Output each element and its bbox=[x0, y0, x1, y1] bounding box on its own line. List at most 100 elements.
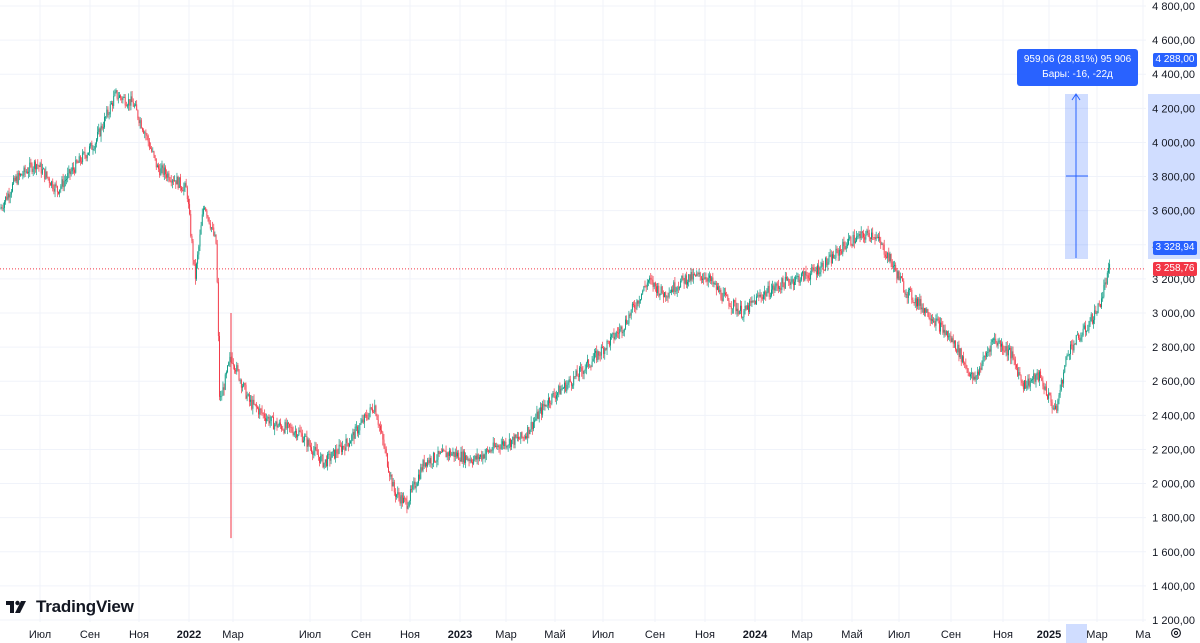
candle-body bbox=[1042, 380, 1044, 387]
candle-body bbox=[674, 282, 676, 292]
candle-body bbox=[469, 459, 471, 461]
candle-body bbox=[459, 460, 461, 462]
candle-body bbox=[662, 293, 664, 298]
candle-body bbox=[883, 244, 885, 255]
candle-body bbox=[4, 201, 5, 208]
candle-body bbox=[863, 232, 864, 238]
candle-body bbox=[15, 176, 17, 181]
candle-body bbox=[815, 270, 817, 275]
candle-body bbox=[416, 483, 418, 486]
candle-body bbox=[993, 338, 994, 340]
candle-body bbox=[359, 424, 361, 431]
candle-body bbox=[224, 374, 226, 390]
candle-body bbox=[206, 210, 208, 216]
candle-body bbox=[428, 460, 430, 463]
x-tick-label: Ноя bbox=[129, 629, 149, 641]
candle-body bbox=[1021, 380, 1023, 383]
candle-body bbox=[156, 165, 158, 168]
candle-body bbox=[248, 394, 250, 402]
candle-body bbox=[38, 165, 40, 167]
candle-body bbox=[538, 411, 540, 419]
candle-body bbox=[146, 135, 148, 136]
candle-body bbox=[345, 438, 347, 451]
candle-body bbox=[975, 375, 977, 380]
candle-body bbox=[291, 427, 293, 432]
candle-body bbox=[980, 367, 982, 370]
candle-body bbox=[504, 441, 506, 446]
candle-body bbox=[426, 462, 427, 467]
candle-body bbox=[676, 287, 678, 292]
candle-body bbox=[56, 186, 58, 192]
candle-body bbox=[79, 156, 81, 162]
candle-body bbox=[1053, 407, 1055, 409]
candle-body bbox=[106, 109, 108, 117]
candle-body bbox=[432, 452, 434, 464]
candle-body bbox=[242, 386, 243, 388]
candle-body bbox=[792, 279, 794, 285]
candle-body bbox=[441, 452, 442, 453]
candle-body bbox=[740, 305, 741, 312]
candle-body bbox=[303, 440, 304, 442]
candle-body bbox=[439, 452, 441, 455]
candle-body bbox=[357, 426, 358, 434]
candle-body bbox=[760, 294, 762, 298]
tradingview-logo[interactable]: TradingView bbox=[6, 597, 134, 617]
candle-body bbox=[297, 434, 299, 438]
candle-body bbox=[786, 276, 787, 280]
candle-body bbox=[78, 156, 80, 163]
candle-body bbox=[710, 275, 711, 281]
candle-body bbox=[764, 291, 766, 295]
x-tick-label: Июл bbox=[29, 629, 51, 641]
candle-body bbox=[677, 287, 679, 289]
candle-body bbox=[705, 277, 707, 280]
candle-body bbox=[766, 292, 768, 297]
candle-body bbox=[0, 207, 2, 209]
candle-body bbox=[93, 149, 95, 150]
candle-body bbox=[420, 467, 422, 479]
candle-body bbox=[55, 184, 57, 187]
candle-body bbox=[85, 155, 87, 159]
candle-body bbox=[675, 291, 677, 292]
gear-icon[interactable] bbox=[1170, 627, 1182, 639]
candle-body bbox=[204, 207, 205, 209]
candle-body bbox=[920, 299, 922, 310]
candle-body bbox=[682, 275, 684, 279]
candle-body bbox=[891, 261, 893, 268]
candle-body bbox=[688, 274, 690, 282]
y-tick-label: 2 600,00 bbox=[1152, 376, 1195, 388]
candle-body bbox=[600, 346, 602, 356]
candle-body bbox=[679, 287, 680, 289]
candle-body bbox=[598, 351, 600, 356]
candle-body bbox=[165, 167, 166, 175]
candle-body bbox=[168, 173, 170, 181]
candle-body bbox=[14, 177, 16, 181]
candle-body bbox=[771, 289, 772, 296]
candle-body bbox=[692, 273, 694, 280]
candle-body bbox=[511, 439, 513, 447]
candle-body bbox=[1086, 331, 1088, 333]
candle-body bbox=[942, 324, 944, 333]
candle-body bbox=[1106, 272, 1108, 284]
candle-body bbox=[438, 450, 440, 455]
candle-body bbox=[983, 356, 985, 358]
candle-body bbox=[684, 275, 686, 284]
candle-body bbox=[411, 489, 412, 490]
candle-body bbox=[1041, 377, 1043, 381]
candle-body bbox=[260, 408, 262, 410]
candle-body bbox=[758, 295, 760, 297]
candle-body bbox=[658, 285, 660, 296]
price-range-measure[interactable] bbox=[1065, 93, 1088, 259]
candle-body bbox=[913, 302, 915, 304]
candle-body bbox=[193, 259, 195, 264]
time-axis[interactable]: Июл Сен Ноя 2022 Мар Июл Сен Ноя 2023 Мар Май Июл Се… bbox=[29, 629, 1152, 641]
candle-body bbox=[1036, 372, 1038, 376]
candle-body bbox=[535, 418, 537, 421]
candle-body bbox=[557, 392, 559, 396]
candle-body bbox=[447, 452, 449, 456]
candle-body bbox=[784, 276, 786, 289]
candle-body bbox=[699, 272, 701, 277]
candle-body bbox=[924, 308, 925, 313]
candle-body bbox=[268, 417, 270, 424]
candle-body bbox=[392, 482, 394, 487]
